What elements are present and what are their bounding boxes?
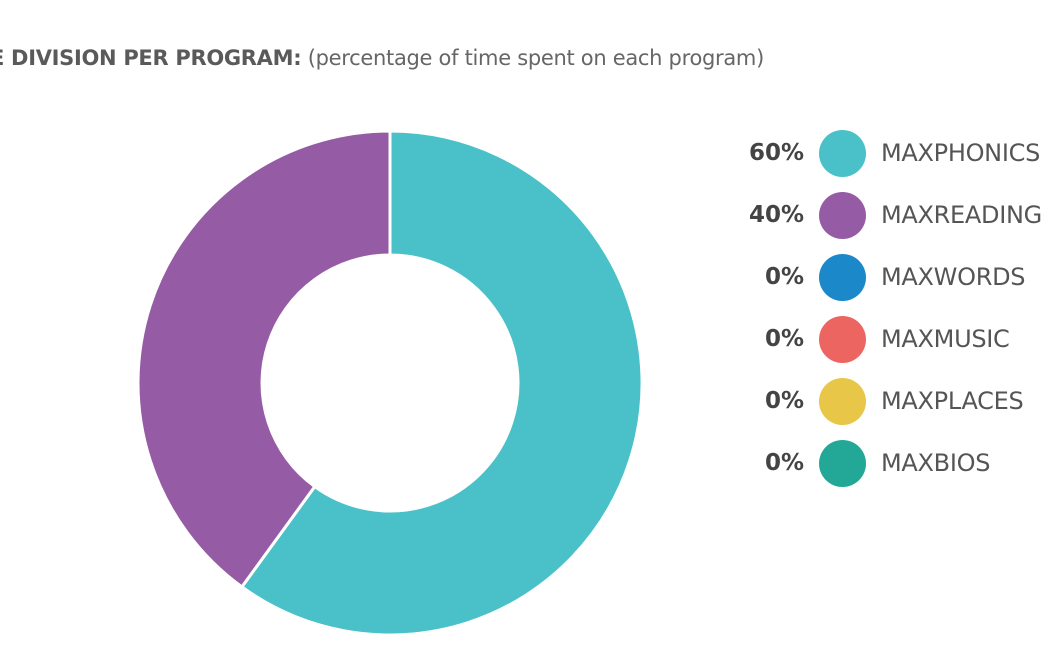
legend-swatch bbox=[819, 253, 866, 301]
slice-maxreading bbox=[136, 129, 392, 589]
legend-item-maxphonics: 60% MAXPHONICS bbox=[730, 128, 1040, 178]
chart-title: E DIVISION PER PROGRAM: (percentage of t… bbox=[0, 46, 764, 70]
legend-swatch bbox=[819, 377, 866, 425]
legend-label: MAXMUSIC bbox=[881, 325, 1010, 353]
legend-value: 0% bbox=[764, 388, 804, 414]
chart-title-main: E DIVISION PER PROGRAM: bbox=[0, 46, 302, 70]
slice-maxphonics bbox=[239, 129, 644, 637]
legend-label: MAXPHONICS bbox=[881, 139, 1041, 167]
legend-swatch bbox=[819, 315, 866, 363]
legend-item-maxbios: 0% MAXBIOS bbox=[730, 438, 990, 488]
legend-item-maxmusic: 0% MAXMUSIC bbox=[730, 314, 1010, 364]
legend-item-maxplaces: 0% MAXPLACES bbox=[730, 376, 1024, 426]
chart-subtitle: (percentage of time spent on each progra… bbox=[307, 46, 765, 70]
legend-value: 60% bbox=[748, 140, 804, 166]
legend-label: MAXREADING bbox=[881, 201, 1042, 229]
legend-value: 40% bbox=[748, 202, 804, 228]
legend-value: 0% bbox=[764, 264, 804, 290]
legend-label: MAXBIOS bbox=[881, 449, 991, 477]
legend-label: MAXPLACES bbox=[881, 387, 1024, 415]
legend-swatch bbox=[819, 191, 866, 239]
legend-item-maxreading: 40% MAXREADING bbox=[730, 190, 1042, 240]
legend-value: 0% bbox=[764, 326, 804, 352]
legend-item-maxwords: 0% MAXWORDS bbox=[730, 252, 1025, 302]
legend-value: 0% bbox=[764, 450, 804, 476]
legend-swatch bbox=[819, 439, 866, 487]
legend-swatch bbox=[819, 129, 866, 177]
legend-label: MAXWORDS bbox=[881, 263, 1026, 291]
